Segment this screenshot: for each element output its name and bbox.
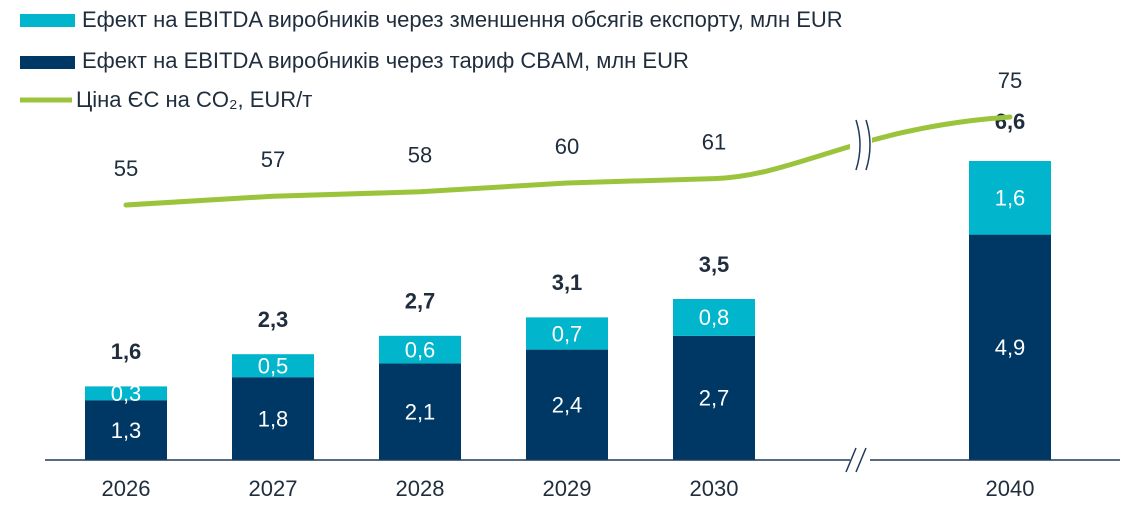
x-tick-label: 2029	[543, 476, 592, 501]
line-label: 61	[702, 129, 726, 154]
total-label: 3,1	[552, 270, 583, 295]
total-label: 2,3	[258, 307, 289, 332]
data-label: 0,5	[258, 354, 289, 379]
legend-label: Ефект на EBITDA виробників через тариф C…	[82, 48, 689, 73]
data-label: 4,9	[995, 335, 1026, 360]
data-label: 0,3	[111, 381, 142, 406]
axis-break	[845, 118, 872, 475]
total-label: 6,6	[995, 109, 1026, 134]
legend-swatch	[20, 56, 75, 69]
bar-segment	[85, 386, 167, 401]
legend-label: Ціна ЄС на CO₂, EUR/т	[76, 87, 312, 112]
line-label: 75	[998, 68, 1022, 93]
data-label: 1,6	[995, 186, 1026, 211]
bar-segment	[969, 161, 1051, 235]
data-label: 2,7	[699, 386, 730, 411]
line-label: 58	[408, 143, 432, 168]
line	[123, 114, 1013, 208]
data-label: 0,8	[699, 305, 730, 330]
bar-segment	[85, 400, 167, 460]
line-label: 57	[261, 147, 285, 172]
bar-segment	[379, 335, 461, 364]
bar-segment	[673, 335, 755, 460]
bar-segment	[232, 354, 314, 378]
line-label: 55	[114, 156, 138, 181]
x-tick-label: 2028	[396, 476, 445, 501]
total-label: 3,5	[699, 252, 730, 277]
bar-segment	[526, 349, 608, 460]
legend: Ефект на EBITDA виробників через зменшен…	[20, 7, 843, 112]
total-label: 1,6	[111, 339, 142, 364]
data-label: 1,8	[258, 406, 289, 431]
bar-segment	[232, 377, 314, 460]
data-label: 0,6	[405, 337, 436, 362]
total-label: 2,7	[405, 289, 436, 314]
legend-swatch	[20, 14, 75, 27]
bar-segment	[379, 363, 461, 460]
bar-segment	[673, 299, 755, 336]
x-tick-label: 2026	[102, 476, 151, 501]
line-label: 60	[555, 134, 579, 159]
x-tick-label: 2027	[249, 476, 298, 501]
x-tick-label: 2040	[986, 476, 1035, 501]
bar-segment	[969, 234, 1051, 460]
data-label: 0,7	[552, 321, 583, 346]
legend-label: Ефект на EBITDA виробників через зменшен…	[82, 7, 843, 32]
data-label: 1,3	[111, 418, 142, 443]
bar-segment	[526, 317, 608, 350]
x-tick-label: 2030	[690, 476, 739, 501]
data-label: 2,1	[405, 400, 436, 425]
data-label: 2,4	[552, 393, 583, 418]
